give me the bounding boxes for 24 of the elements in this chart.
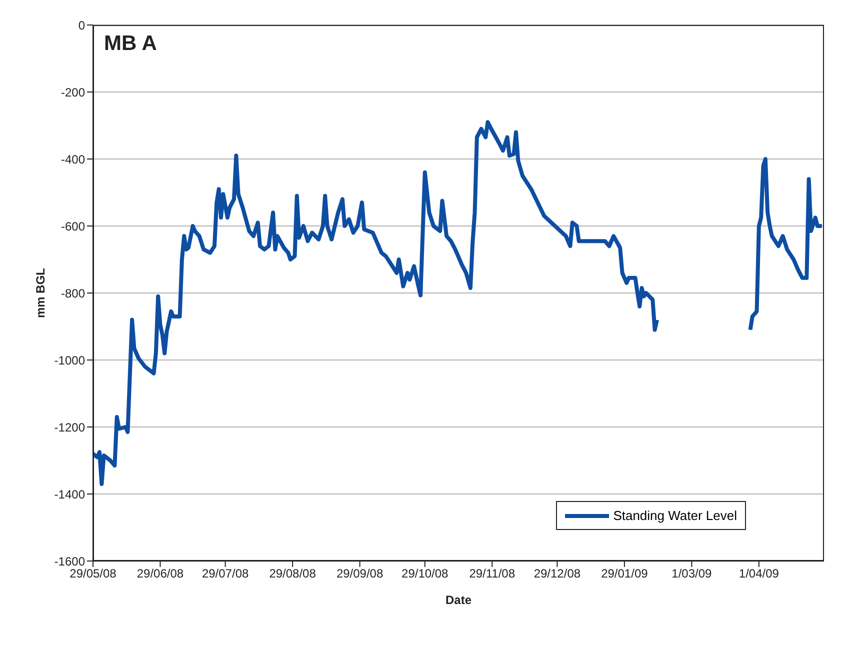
- x-axis-title: Date: [445, 593, 472, 607]
- x-tick-label: 29/12/08: [534, 566, 581, 581]
- x-tick-label: 29/06/08: [136, 566, 184, 581]
- y-tick-label: -1600: [54, 554, 86, 568]
- x-tick-label: 29/10/08: [402, 566, 449, 581]
- y-axis-title: mm BGL: [33, 268, 48, 318]
- y-tick-label: -1000: [54, 353, 86, 368]
- legend-label: Standing Water Level: [613, 508, 737, 523]
- y-tick-label: -200: [60, 85, 86, 100]
- y-tick-label: 0: [78, 18, 86, 32]
- x-tick-label: 29/11/08: [469, 566, 516, 581]
- chart-title: MB A: [104, 32, 157, 56]
- y-tick-label: -800: [60, 286, 86, 300]
- x-tick-label: 29/07/08: [202, 566, 249, 581]
- x-tick-label: 29/09/08: [336, 566, 384, 581]
- y-tick-label: -1400: [54, 487, 86, 502]
- y-tick-label: -600: [60, 219, 86, 234]
- x-tick-label: 1/03/09: [672, 566, 712, 581]
- y-tick-label: -400: [60, 152, 86, 166]
- x-tick-label: 29/01/09: [601, 566, 648, 581]
- y-tick-label: -1200: [54, 420, 86, 434]
- x-tick-label: 1/04/09: [738, 566, 780, 581]
- x-tick-label: 29/05/08: [70, 566, 117, 581]
- x-tick-label: 29/08/08: [269, 566, 316, 581]
